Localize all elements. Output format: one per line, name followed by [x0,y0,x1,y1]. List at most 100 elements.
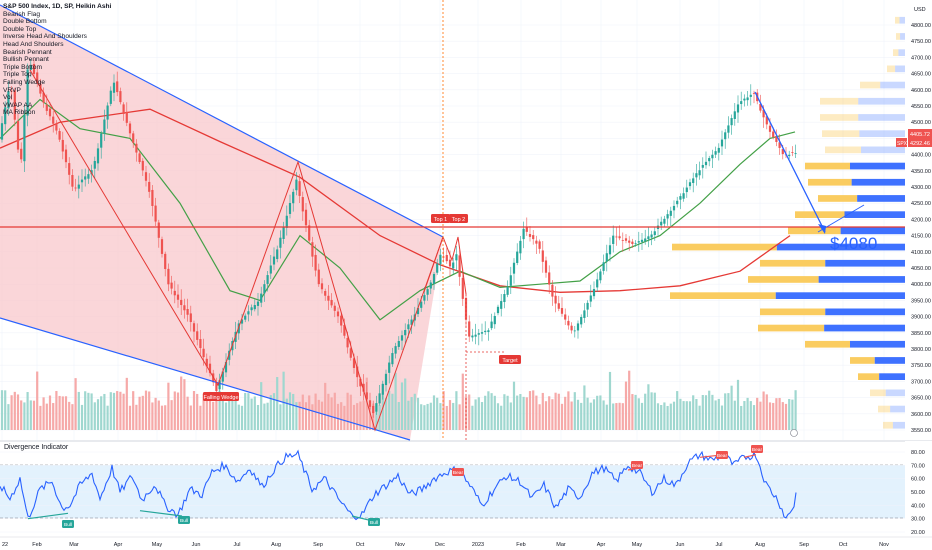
candle-body [375,403,378,412]
candle-body [698,170,701,176]
price-tick: 4000.00 [911,282,931,288]
volume-bar [151,402,154,430]
candle-body [605,253,608,262]
volume-bar [640,402,644,430]
candle-body [29,65,32,70]
bull-label-text: Bull [180,518,188,524]
time-tick: Nov [395,542,405,548]
legend-item[interactable]: MA Ribbon [3,109,36,117]
vp-bar-up [824,324,905,332]
legend-item[interactable]: Double Bottom [3,18,47,26]
candle-body [205,358,208,367]
volume-bar [269,395,272,430]
candle-body [791,152,794,153]
price-tick: 3700.00 [911,379,931,385]
volume-bar [333,392,336,430]
candle-body [554,295,557,304]
vp-bar-up [899,16,905,24]
vp-bar-up [857,195,905,202]
volume-bar [445,405,448,430]
candle-body [93,160,96,169]
price-tick: 4750.00 [911,39,931,45]
volume-bar [176,392,180,430]
candle-body [48,108,52,117]
volume-bar [564,396,567,430]
legend-item[interactable]: Bearish Pennant [3,48,52,56]
candle-body [743,98,746,101]
legend-item[interactable]: Double Top [3,25,37,33]
price-tick: 3950.00 [911,298,931,304]
volume-bar [432,395,436,430]
bull-divergence-label: Bull [178,516,190,524]
volume-bar [714,400,717,430]
volume-bar [407,400,410,430]
candle-body [42,92,45,103]
candle-body [279,237,282,248]
candle-body [160,239,164,254]
candle-body [567,320,570,326]
bear-divergence-label: Bear [452,468,464,476]
volume-bar [391,393,394,430]
legend-item[interactable]: Vol [3,94,13,102]
wedge-zigzag [29,69,444,432]
candle-body [218,380,221,390]
vp-bar-down [878,405,891,413]
volume-bar [554,392,557,430]
projection-arrowhead [818,224,826,234]
candle-body [250,307,253,311]
volume-bar [253,396,256,430]
candle-body [516,251,519,263]
volume-bar [189,405,192,430]
volume-bar [272,393,276,430]
legend-item[interactable]: Bearish Flag [3,10,41,18]
legend-item[interactable]: VWAP AA [3,101,33,109]
bear-divergence-label: Bear [716,451,728,459]
candle-body [352,358,356,368]
volume-bar [397,402,400,430]
legend-item[interactable]: Head And Shoulders [3,40,64,48]
volume-bar [778,397,781,430]
legend-item[interactable]: Inverse Head And Shoulders [3,33,87,41]
candle-body [423,295,426,301]
candle-body [61,139,64,152]
osc-axis-bg [905,441,932,537]
legend-item[interactable]: Falling Wedge [3,78,46,86]
volume-bar [208,391,212,430]
volume-bar [538,404,541,430]
time-tick: Aug [271,542,281,548]
top2-text: Top 2 [452,217,465,223]
heikin-ashi-candles [0,59,797,418]
legend-item[interactable]: VRVP [3,86,21,94]
volume-bar [343,405,346,430]
legend-item[interactable]: Triple Top [3,71,32,79]
candle-body [458,255,461,277]
osc-tick: 50.00 [911,490,925,496]
volume-bar [474,399,477,430]
settings-circle-icon[interactable] [790,429,798,437]
ma-red-line [0,108,791,293]
volume-bar [653,392,656,430]
vp-bar-down [758,324,825,332]
candle-body [535,240,538,244]
price-tick: 4050.00 [911,266,931,272]
candle-body [669,210,672,216]
volume-bar [634,394,637,430]
candle-body [330,299,333,306]
candle-body [224,361,228,373]
volume-bar [356,403,359,430]
candle-body [778,142,781,148]
vp-bar-down [820,97,859,105]
target-text: Target [502,358,518,364]
legend-item[interactable]: Bullish Pennant [3,56,49,64]
candle-body [564,314,567,320]
vp-bar-up [890,405,905,413]
volume-bar [346,392,349,430]
candle-body [13,90,16,120]
candle-body [576,323,580,331]
volume-bar [586,397,589,430]
candle-body [176,294,180,300]
candle-body [103,119,106,134]
volume-bar [615,403,618,430]
legend-item[interactable]: Triple Bottom [3,63,42,71]
candle-body [317,269,320,285]
